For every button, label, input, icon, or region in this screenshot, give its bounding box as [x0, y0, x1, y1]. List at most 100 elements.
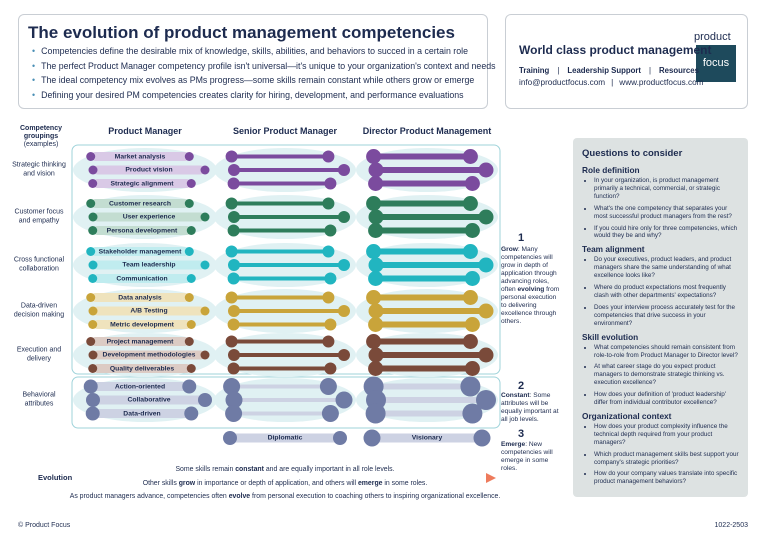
- question-list: Do your executives, product leaders, and…: [582, 256, 739, 327]
- bullet: Defining your desired PM competencies cr…: [32, 90, 463, 100]
- skill-bar: [90, 293, 190, 302]
- skill-label: Collaborative: [127, 396, 171, 404]
- doc-code: 1022-2503: [714, 522, 748, 529]
- skill-dot: [86, 247, 96, 256]
- skill-dot: [88, 260, 98, 270]
- skill-bar: [90, 152, 190, 161]
- skill-bar: [92, 409, 192, 418]
- skill-dot: [198, 393, 212, 407]
- skill-dot: [88, 306, 98, 316]
- question-list: How does your product complexity influen…: [582, 423, 739, 486]
- skill-dot: [338, 211, 350, 223]
- skill-bar: [90, 247, 190, 256]
- skill-dot: [473, 429, 491, 447]
- skill-label: Development methodologies: [102, 351, 196, 359]
- skill-dot: [324, 362, 337, 375]
- skill-dot: [478, 257, 494, 273]
- skill-dot: [200, 212, 210, 222]
- skill-dot: [462, 290, 478, 305]
- section-heading: Role definition: [582, 165, 640, 175]
- skill-dot: [366, 334, 382, 349]
- skill-bar: [92, 320, 192, 329]
- skill-dot: [478, 209, 494, 225]
- skill-dot: [368, 317, 384, 332]
- evolution-emphasis: evolve: [228, 493, 251, 500]
- skill-label: Market analysis: [114, 153, 166, 160]
- skill-label: Quality deliverables: [109, 365, 175, 372]
- logo-word: focus: [702, 57, 730, 69]
- skill-bar: [90, 199, 190, 208]
- question: Where do product expectations most frequ…: [594, 284, 739, 300]
- section-heading: Skill evolution: [582, 331, 639, 342]
- skill-dot: [464, 317, 480, 332]
- evolution-text: Some skills remain: [175, 466, 236, 473]
- skill-dot: [462, 244, 478, 259]
- emerging-skill: Visionary: [411, 434, 443, 442]
- skill-dot: [460, 376, 481, 397]
- skill-dot: [319, 378, 337, 395]
- skill-bar: [92, 179, 192, 188]
- skill-dot: [366, 196, 382, 211]
- skill-dot: [200, 306, 210, 316]
- skill-dot: [200, 165, 210, 175]
- contact-item: info@productfocus.com: [519, 78, 606, 87]
- link: Leadership Support: [549, 66, 641, 75]
- skill-bar: [93, 306, 205, 316]
- skill-label: Product vision: [125, 166, 173, 174]
- skill-dot: [478, 303, 494, 319]
- skill-label: User experience: [122, 213, 176, 221]
- skill-dot: [338, 349, 350, 361]
- skill-dot: [338, 305, 350, 317]
- note-text: Grow: Many competencies will grow in dep…: [501, 246, 561, 326]
- evolution-text: from personal execution to coaching othe…: [250, 493, 501, 500]
- groupings-header: Competency groupings: [19, 125, 62, 140]
- skill-dot: [88, 165, 98, 175]
- skill-dot: [227, 272, 240, 285]
- skill-label: Communication: [116, 275, 168, 282]
- links: TrainingLeadership SupportResources: [519, 66, 699, 75]
- skill-bar: [93, 260, 205, 270]
- question: If you could hire only for three compete…: [594, 225, 739, 241]
- skill-dot: [368, 162, 384, 178]
- arrow-head: [486, 473, 496, 483]
- evolution-text: in some roles.: [382, 479, 428, 487]
- group-label: Cross functional collaboration: [13, 256, 65, 273]
- skill-dot: [462, 403, 483, 424]
- questions-panel: Questions to consider Role definition In y…: [573, 138, 748, 497]
- skill-dot: [182, 379, 197, 394]
- group-label: Execution and delivery: [16, 346, 62, 363]
- skill-bar: [92, 226, 192, 235]
- skill-bar: [92, 274, 192, 283]
- questions-title: Questions to consider: [582, 148, 683, 159]
- skill-dot: [322, 245, 335, 258]
- skill-dot: [464, 176, 480, 191]
- note-emphasis: Emerge: [501, 441, 526, 448]
- skill-label: Data analysis: [118, 294, 162, 301]
- column-header: Product Manager: [108, 126, 182, 136]
- skill-dot: [322, 150, 335, 163]
- skill-bar: [93, 350, 205, 360]
- skill-dot: [322, 335, 335, 348]
- group-label: Customer focus and empathy: [14, 208, 64, 225]
- skill-dot: [322, 197, 335, 210]
- emerging-skill: Diplomatic: [267, 434, 303, 442]
- skill-dot: [225, 335, 238, 348]
- bullet: The perfect Product Manager competency p…: [32, 61, 495, 71]
- skill-dot: [368, 361, 384, 376]
- skill-bar: [93, 395, 205, 405]
- section-heading: Organizational context: [582, 410, 672, 421]
- skill-dot: [88, 320, 98, 329]
- skill-dot: [184, 337, 194, 346]
- logo-box: [696, 45, 736, 82]
- skill-dot: [227, 362, 240, 375]
- skill-dot: [225, 405, 243, 422]
- skill-dot: [462, 149, 478, 164]
- skill-dot: [368, 176, 384, 191]
- skill-dot: [85, 406, 100, 421]
- note-body: : Some attributes will be equally import…: [501, 392, 559, 423]
- evolution-emphasis: emerge: [357, 479, 383, 487]
- group-label: Strategic thinking and vision: [12, 161, 66, 178]
- skill-dot: [324, 177, 337, 190]
- skill-dot: [86, 337, 96, 346]
